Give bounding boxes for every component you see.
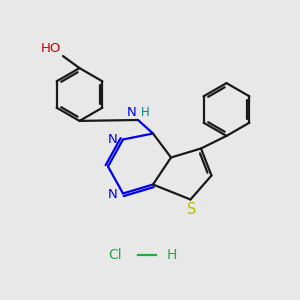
Text: Cl: Cl <box>108 248 122 262</box>
Text: N: N <box>127 106 136 118</box>
Text: H: H <box>167 248 177 262</box>
Text: N: N <box>108 188 118 202</box>
Text: HO: HO <box>41 42 61 55</box>
Text: H: H <box>140 106 149 118</box>
Text: S: S <box>187 202 197 217</box>
Text: N: N <box>108 133 118 146</box>
